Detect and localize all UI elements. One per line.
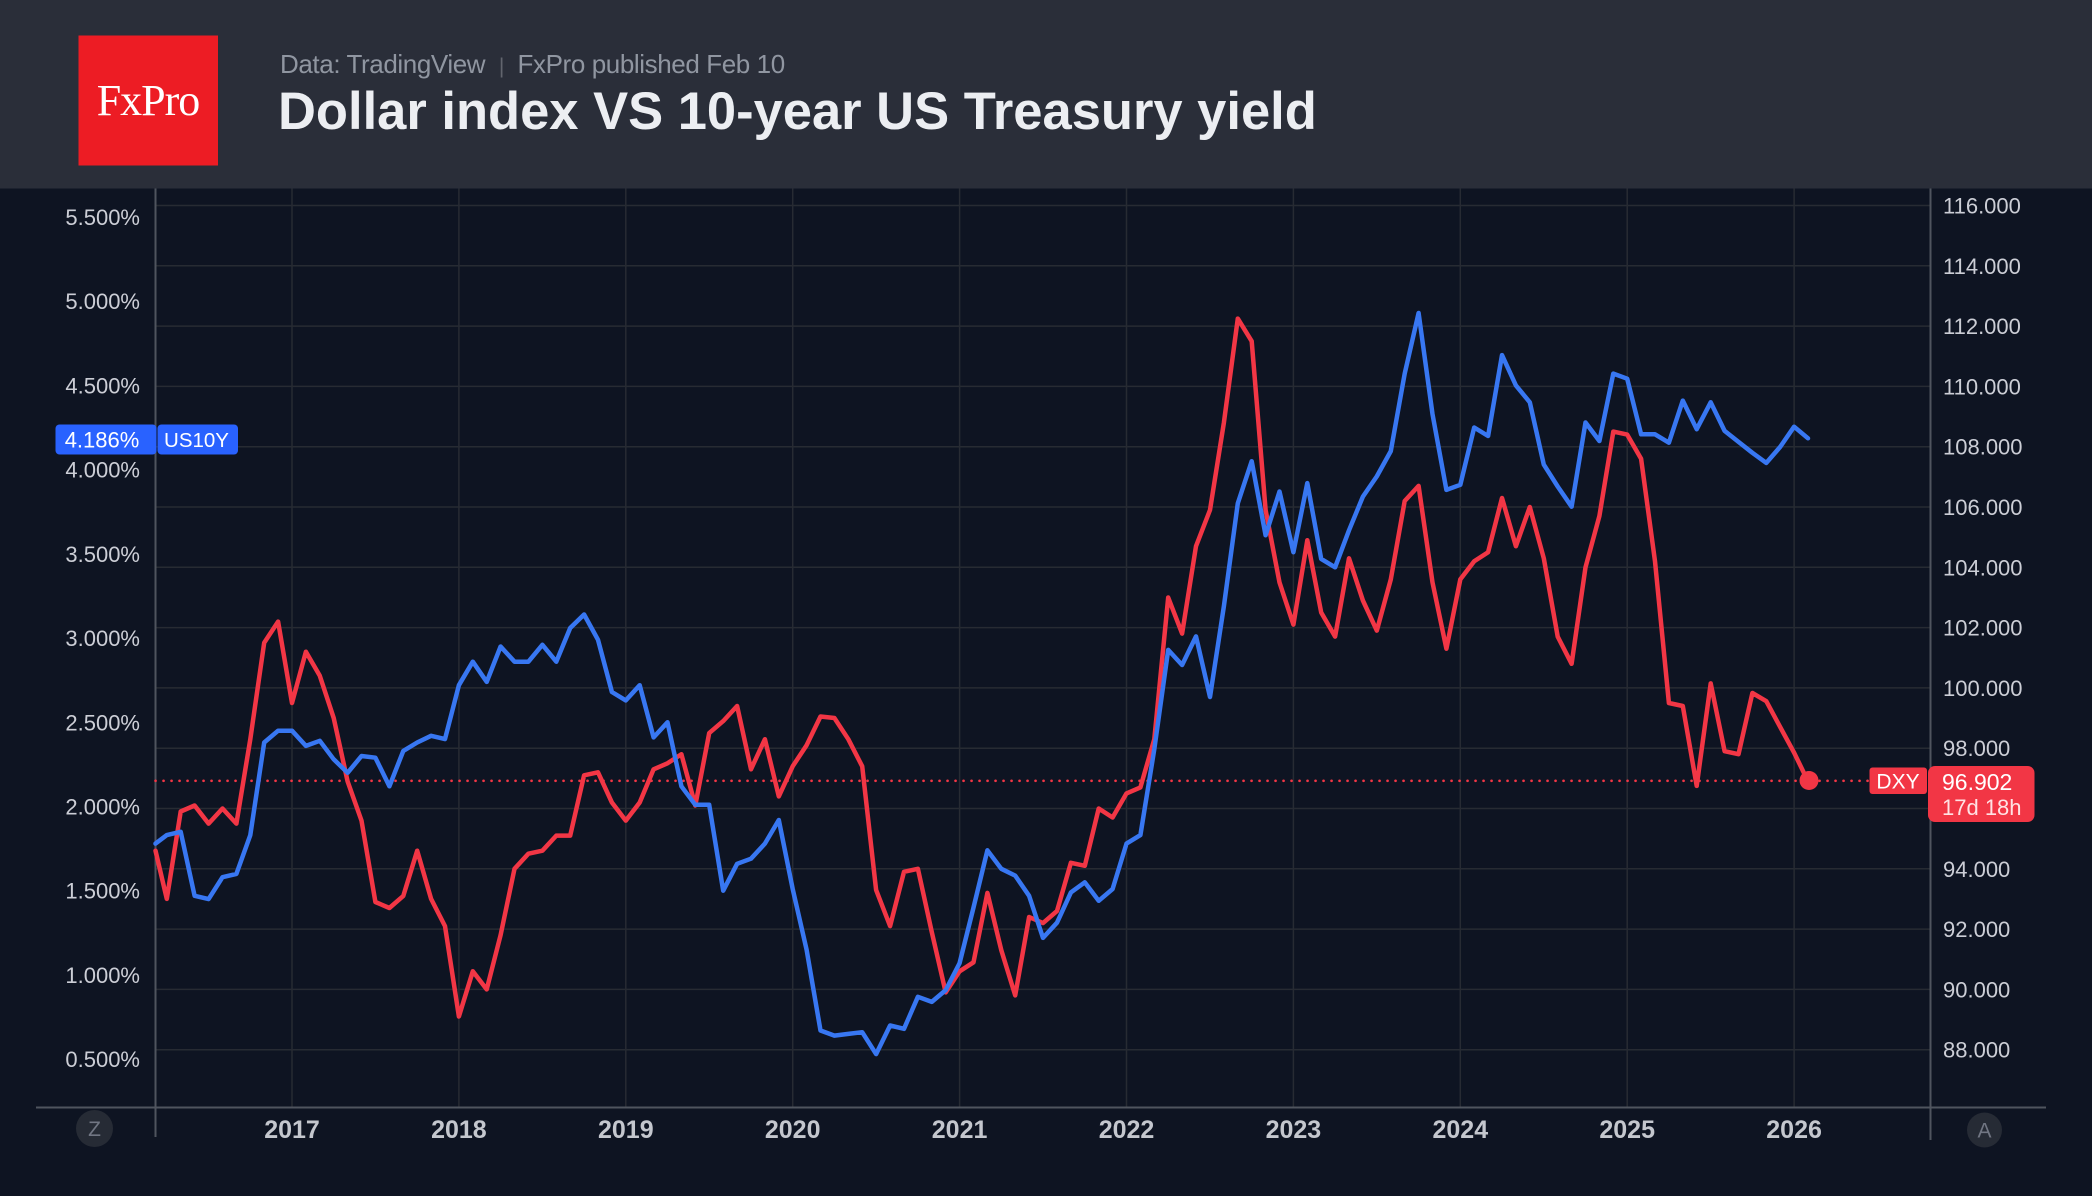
svg-text:110.000: 110.000	[1943, 374, 2021, 399]
svg-text:DXY: DXY	[1876, 771, 1919, 794]
svg-text:1.500%: 1.500%	[65, 879, 140, 904]
svg-text:104.000: 104.000	[1943, 555, 2023, 580]
svg-text:2017: 2017	[264, 1116, 320, 1144]
svg-text:98.000: 98.000	[1943, 736, 2010, 761]
svg-text:A: A	[1977, 1120, 1991, 1143]
svg-text:5.500%: 5.500%	[65, 205, 140, 230]
svg-text:2026: 2026	[1766, 1116, 1822, 1144]
svg-text:4.000%: 4.000%	[65, 458, 140, 483]
svg-text:2024: 2024	[1432, 1116, 1488, 1144]
svg-text:4.186%: 4.186%	[65, 428, 140, 453]
svg-text:2023: 2023	[1266, 1116, 1322, 1144]
svg-text:3.000%: 3.000%	[65, 626, 140, 651]
svg-text:88.000: 88.000	[1943, 1038, 2010, 1063]
svg-text:114.000: 114.000	[1943, 254, 2021, 279]
svg-text:106.000: 106.000	[1943, 495, 2023, 520]
svg-text:3.500%: 3.500%	[65, 542, 140, 567]
svg-text:2019: 2019	[598, 1116, 654, 1144]
svg-text:92.000: 92.000	[1943, 917, 2010, 942]
svg-text:5.000%: 5.000%	[65, 289, 140, 314]
svg-text:96.902: 96.902	[1942, 769, 2012, 795]
svg-text:Dollar index VS 10-year US Tre: Dollar index VS 10-year US Treasury yiel…	[278, 82, 1317, 141]
svg-text:1.000%: 1.000%	[65, 963, 140, 988]
svg-text:2020: 2020	[765, 1116, 821, 1144]
svg-text:102.000: 102.000	[1943, 616, 2023, 641]
svg-text:116.000: 116.000	[1943, 194, 2021, 219]
svg-text:4.500%: 4.500%	[65, 373, 140, 398]
svg-text:2025: 2025	[1599, 1116, 1655, 1144]
svg-text:100.000: 100.000	[1943, 676, 2023, 701]
svg-text:2018: 2018	[431, 1116, 487, 1144]
svg-text:2021: 2021	[932, 1116, 988, 1144]
svg-text:US10Y: US10Y	[164, 429, 229, 452]
svg-text:17d 18h: 17d 18h	[1942, 795, 2022, 820]
svg-text:108.000: 108.000	[1943, 435, 2023, 460]
svg-text:2022: 2022	[1099, 1116, 1155, 1144]
svg-text:0.500%: 0.500%	[65, 1047, 140, 1072]
svg-text:FxPro: FxPro	[97, 76, 200, 125]
svg-text:2.000%: 2.000%	[65, 795, 140, 820]
svg-text:90.000: 90.000	[1943, 977, 2010, 1002]
svg-text:112.000: 112.000	[1943, 314, 2021, 339]
svg-text:2.500%: 2.500%	[65, 710, 140, 735]
svg-text:94.000: 94.000	[1943, 857, 2010, 882]
svg-text:Data: TradingView | FxPro pu: Data: TradingView | FxPro published Feb …	[280, 49, 785, 79]
svg-text:Z: Z	[88, 1118, 101, 1141]
